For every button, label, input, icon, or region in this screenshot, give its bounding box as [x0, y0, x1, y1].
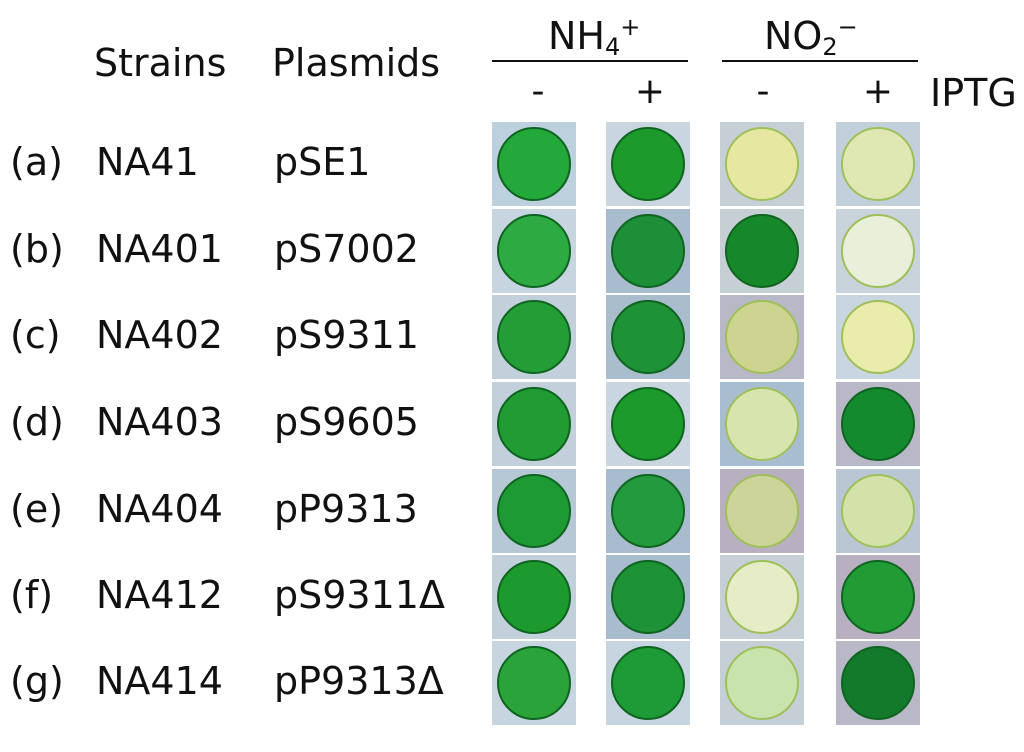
strain-name: NA412: [96, 573, 223, 617]
nitrite-plus-label: +: [862, 71, 894, 112]
colony-spot: [841, 560, 915, 634]
strain-name: NA414: [96, 659, 223, 703]
colony-tile: [492, 555, 576, 639]
row-label: (c): [10, 313, 61, 357]
colony-tile: [606, 469, 690, 553]
colony-tile: [492, 469, 576, 553]
colony-tile: [492, 382, 576, 466]
plasmid-name: pS7002: [274, 227, 419, 271]
colony-tile: [492, 122, 576, 206]
colony-spot: [841, 387, 915, 461]
colony-tile: [720, 295, 804, 379]
nitrite-header: NO2−: [764, 8, 858, 66]
colony-tile: [836, 382, 920, 466]
colony-spot: [725, 300, 799, 374]
row-label: (d): [10, 400, 64, 444]
colony-tile: [720, 382, 804, 466]
colony-spot: [841, 127, 915, 201]
nitrite-base: NO: [764, 14, 823, 58]
strain-name: NA401: [96, 227, 223, 271]
colony-spot: [497, 214, 571, 288]
colony-tile: [836, 641, 920, 725]
plasmid-name: pP9313Δ: [274, 659, 444, 703]
colony-spot: [725, 214, 799, 288]
colony-tile: [492, 641, 576, 725]
colony-tile: [606, 209, 690, 293]
ammonium-plus-label: +: [634, 71, 666, 112]
colony-tile: [836, 209, 920, 293]
row-label: (g): [10, 659, 64, 703]
row-label: (b): [10, 227, 64, 271]
colony-tile: [606, 122, 690, 206]
colony-spot: [611, 560, 685, 634]
strains-header: Strains: [94, 41, 227, 85]
colony-spot: [725, 646, 799, 720]
colony-tile: [836, 295, 920, 379]
colony-spot: [497, 646, 571, 720]
colony-tile: [606, 295, 690, 379]
colony-tile: [492, 209, 576, 293]
nitrite-underline: [722, 60, 918, 62]
colony-spot: [611, 387, 685, 461]
plasmid-name: pS9311Δ: [274, 573, 445, 617]
plasmid-name: pS9605: [274, 400, 419, 444]
plasmids-header: Plasmids: [272, 41, 441, 85]
colony-spot: [841, 646, 915, 720]
strain-name: NA402: [96, 313, 223, 357]
colony-spot: [611, 214, 685, 288]
colony-tile: [720, 641, 804, 725]
colony-tile: [836, 555, 920, 639]
colony-spot: [611, 300, 685, 374]
strain-name: NA403: [96, 400, 223, 444]
colony-spot: [841, 300, 915, 374]
colony-spot: [841, 214, 915, 288]
row-label: (a): [10, 140, 63, 184]
plasmid-name: pSE1: [274, 140, 371, 184]
colony-spot: [497, 387, 571, 461]
ammonium-superscript: +: [620, 13, 641, 41]
ammonium-minus-label: -: [531, 71, 545, 112]
colony-tile: [720, 469, 804, 553]
colony-spot: [497, 300, 571, 374]
nitrite-minus-label: -: [756, 71, 770, 112]
ammonium-header: NH4+: [548, 8, 640, 66]
colony-tile: [836, 469, 920, 553]
colony-spot: [611, 474, 685, 548]
strain-name: NA41: [96, 140, 199, 184]
colony-tile: [720, 122, 804, 206]
ammonium-base: NH: [548, 14, 605, 58]
colony-tile: [606, 641, 690, 725]
colony-spot: [497, 474, 571, 548]
ammonium-underline: [492, 60, 688, 62]
colony-tile: [606, 382, 690, 466]
nitrite-superscript: −: [837, 13, 858, 41]
colony-spot: [725, 474, 799, 548]
colony-tile: [720, 209, 804, 293]
colony-tile: [492, 295, 576, 379]
row-label: (f): [10, 573, 54, 617]
colony-spot: [497, 127, 571, 201]
row-label: (e): [10, 487, 64, 531]
plasmid-name: pP9313: [274, 487, 418, 531]
colony-spot: [725, 387, 799, 461]
colony-spot: [611, 127, 685, 201]
colony-spot: [611, 646, 685, 720]
plasmid-name: pS9311: [274, 313, 419, 357]
ammonium-subscript: 4: [605, 33, 621, 61]
colony-spot: [497, 560, 571, 634]
colony-tile: [720, 555, 804, 639]
nitrite-subscript: 2: [822, 33, 838, 61]
colony-spot: [725, 560, 799, 634]
colony-tile: [606, 555, 690, 639]
strain-name: NA404: [96, 487, 223, 531]
colony-tile: [836, 122, 920, 206]
colony-spot: [725, 127, 799, 201]
iptg-label: IPTG: [930, 71, 1017, 115]
colony-spot: [841, 474, 915, 548]
